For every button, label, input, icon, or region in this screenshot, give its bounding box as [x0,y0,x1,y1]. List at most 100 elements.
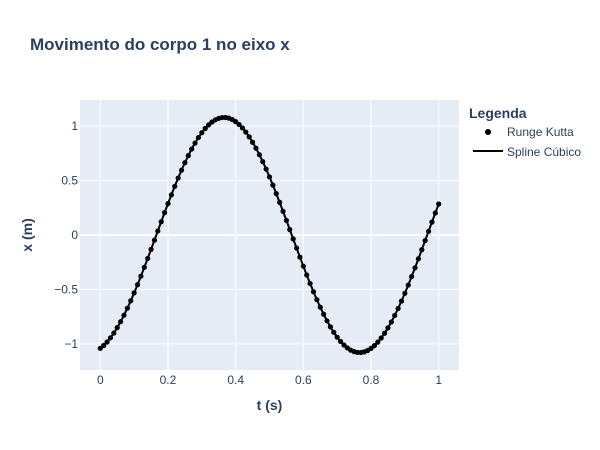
runge-kutta-point [327,324,334,330]
runge-kutta-point [107,335,114,341]
runge-kutta-point [300,263,306,269]
runge-kutta-point [280,208,286,214]
runge-kutta-point [307,280,313,287]
runge-kutta-point [378,335,384,341]
runge-kutta-point [175,175,181,181]
runge-kutta-point [260,159,266,165]
runge-kutta-point [243,129,249,135]
y-tick-label: −0.5 [54,282,78,296]
runge-kutta-point [304,272,310,278]
runge-kutta-point [182,160,188,166]
runge-kutta-point [195,134,202,141]
y-tick-label: 1 [71,119,78,133]
runge-kutta-point [145,255,151,262]
chart-title: Movimento do corpo 1 no eixo x [30,35,290,54]
y-tick-label: 0.5 [61,174,78,188]
runge-kutta-point [381,330,388,336]
legend-marker-runge-kutta[interactable] [485,129,491,135]
runge-kutta-point [134,282,141,288]
runge-kutta-point [263,166,269,172]
y-axis-title: x (m) [19,218,35,251]
runge-kutta-point [202,125,208,132]
runge-kutta-point [121,312,127,318]
runge-kutta-point [273,191,279,197]
runge-kutta-point [168,192,174,198]
runge-kutta-point [331,329,337,335]
runge-kutta-point [185,153,191,159]
runge-kutta-point [246,134,252,140]
runge-kutta-point [239,125,246,131]
x-tick-label: 1 [435,373,442,387]
runge-kutta-point [324,318,330,324]
runge-kutta-point [256,152,262,158]
grid-lines [80,100,459,370]
runge-kutta-point [270,182,276,188]
runge-kutta-point [402,290,408,296]
x-axis-title: t (s) [257,397,283,413]
runge-kutta-point [321,311,327,317]
runge-kutta-point [409,273,415,280]
runge-kutta-point [249,139,256,145]
runge-kutta-point [253,145,259,151]
x-tick-label: 0.2 [160,373,177,387]
runge-kutta-point [392,312,398,319]
runge-kutta-point [429,219,435,225]
runge-kutta-point [124,305,130,311]
runge-kutta-point [436,201,442,207]
runge-kutta-point [165,201,171,207]
runge-kutta-point [178,167,185,173]
runge-kutta-point [405,282,411,288]
runge-kutta-point [432,210,438,216]
runge-kutta-point [290,236,296,242]
x-tick-label: 0.6 [295,373,312,387]
runge-kutta-point [317,304,323,310]
runge-kutta-point [148,246,154,252]
runge-kutta-point [101,342,107,349]
runge-kutta-point [141,264,147,271]
y-axis-ticks: −1 −0.5 0 0.5 1 [54,119,78,351]
runge-kutta-point [266,174,273,180]
runge-kutta-point [162,210,168,216]
runge-kutta-point [189,146,195,152]
runge-kutta-point [111,330,117,336]
runge-kutta-point [310,289,317,295]
runge-kutta-point [287,227,293,233]
x-axis-ticks: 0 0.2 0.4 0.6 0.8 1 [97,373,442,387]
runge-kutta-point [277,199,283,205]
runge-kutta-point [283,217,290,224]
runge-kutta-point [297,254,303,260]
runge-kutta-point [395,305,401,312]
runge-kutta-point [128,298,134,304]
legend-label-spline-cubico[interactable]: Spline Cúbico [507,145,581,159]
runge-kutta-point [192,140,198,146]
legend: Legenda Runge Kutta Spline Cúbico [469,105,581,159]
runge-kutta-point [314,297,320,303]
runge-kutta-point [341,342,347,348]
legend-label-runge-kutta[interactable]: Runge Kutta [507,125,574,139]
runge-kutta-point [293,245,300,251]
runge-kutta-point [172,183,178,189]
runge-kutta-point [422,237,428,244]
runge-kutta-point [155,228,161,234]
runge-kutta-point [419,247,425,253]
runge-kutta-point [385,325,391,331]
y-tick-label: −1 [64,337,78,351]
runge-kutta-point [158,219,164,225]
runge-kutta-point [425,228,432,234]
runge-kutta-point [199,130,205,136]
x-tick-label: 0.4 [227,373,244,387]
runge-kutta-point [118,319,124,325]
runge-kutta-point [415,256,421,262]
legend-title: Legenda [469,105,527,121]
runge-kutta-point [398,298,405,304]
runge-kutta-point [104,339,110,345]
runge-kutta-point [131,290,137,296]
runge-kutta-point [114,325,120,331]
runge-kutta-point [375,339,381,345]
runge-kutta-point [138,273,144,279]
y-tick-label: 0 [71,228,78,242]
runge-kutta-point [334,334,340,340]
x-tick-label: 0 [97,373,104,387]
x-tick-label: 0.8 [363,373,380,387]
